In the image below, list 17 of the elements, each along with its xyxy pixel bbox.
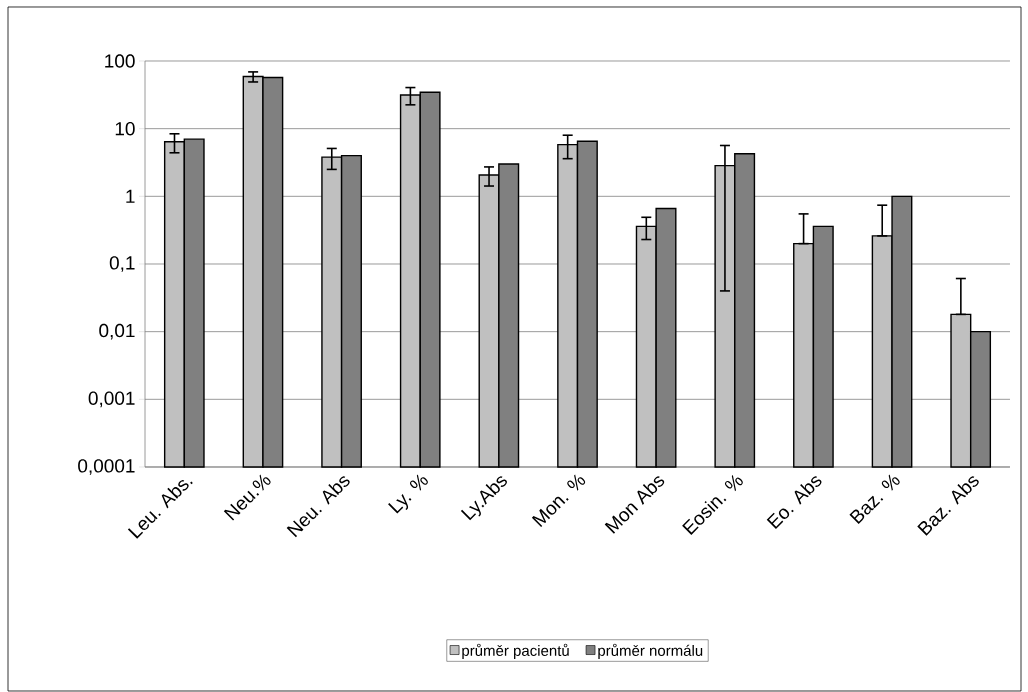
x-tick-label: Mon Abs [604,476,665,534]
x-tick-label: Leu. Abs. [127,480,193,539]
y-tick-label: 0,001 [88,391,135,408]
legend-label: průměr normálu [598,643,703,659]
y-tick-label: 100 [105,54,135,68]
y-tick-label: 0,1 [109,256,135,272]
y-tick-label: 0,0001 [78,459,135,475]
x-tick-label: Ly. % [388,474,428,514]
y-tick-label: 10 [115,121,135,136]
x-tick-label: Mon. % [531,474,586,527]
y-tick-label: 1 [126,189,135,203]
x-tick-label: Eo. Abs [766,476,822,529]
x-tick-label: Neu. Abs [286,476,350,538]
x-tick-label: Baz. Abs [917,476,979,536]
x-tick-label: Baz. % [849,474,900,525]
legend-label: průměr pacientů [462,643,569,659]
y-tick-label: 0,01 [99,323,135,340]
